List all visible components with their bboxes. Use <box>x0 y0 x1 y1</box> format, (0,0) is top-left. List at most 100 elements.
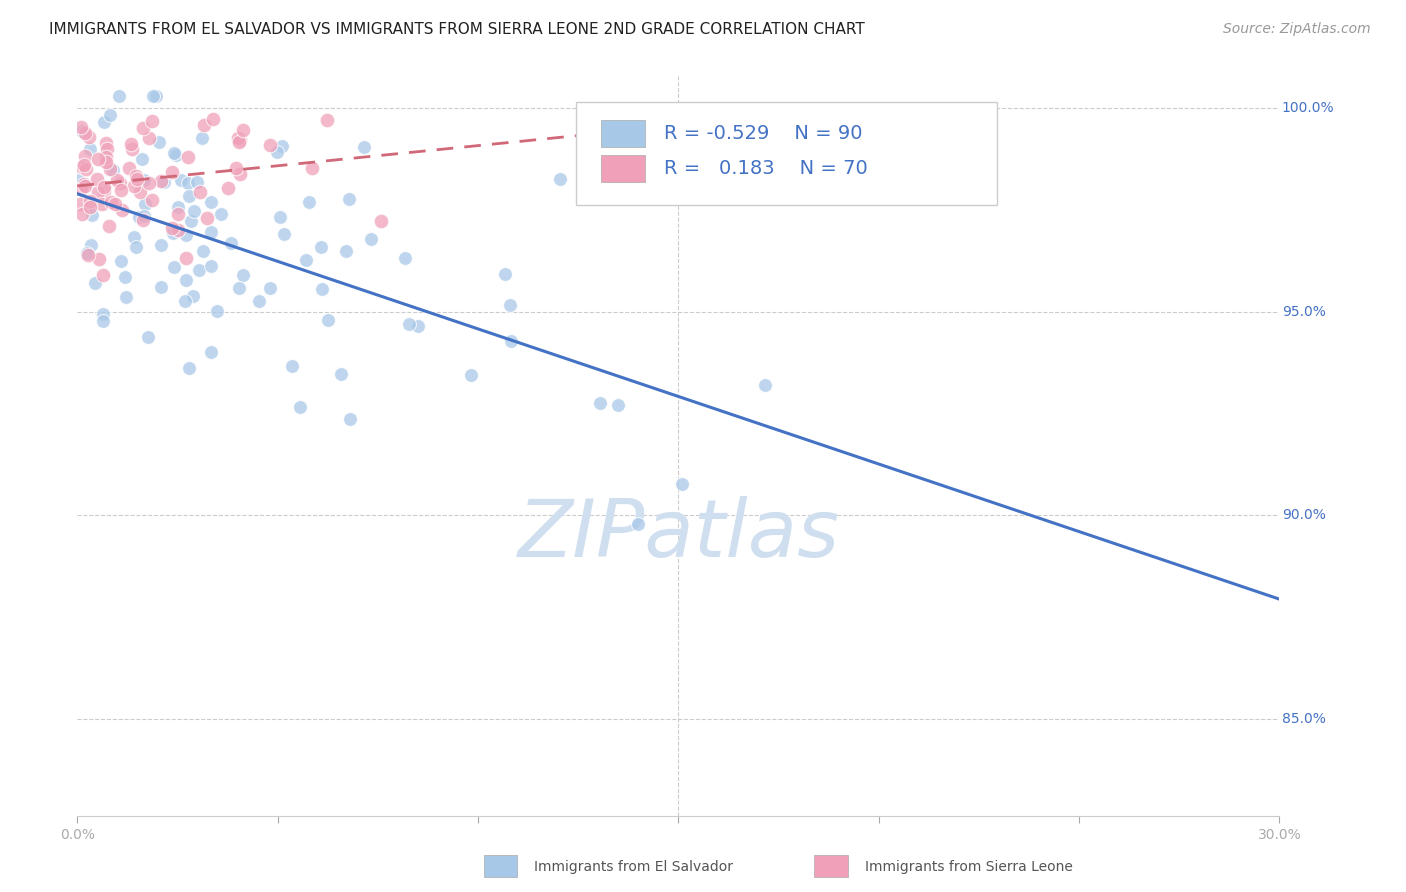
Point <box>105 173 128 187</box>
Point <box>93 184 115 198</box>
Point <box>87 185 110 199</box>
Point <box>76 246 98 260</box>
Point <box>108 176 131 190</box>
Point <box>132 212 155 227</box>
Point <box>93 114 115 128</box>
Point <box>125 172 148 186</box>
Point <box>548 172 571 186</box>
Point <box>103 163 125 178</box>
Point <box>131 152 153 166</box>
Point <box>91 196 114 211</box>
FancyBboxPatch shape <box>602 120 645 147</box>
Point <box>70 161 93 175</box>
Point <box>136 330 159 344</box>
Point <box>180 213 202 227</box>
Point <box>70 124 93 138</box>
Point <box>360 232 382 246</box>
Point <box>121 142 143 156</box>
Point <box>138 131 160 145</box>
Point <box>73 177 96 191</box>
Point <box>167 223 190 237</box>
Point <box>163 145 186 160</box>
Point <box>98 108 121 122</box>
Text: ZIPatlas: ZIPatlas <box>517 496 839 574</box>
Point <box>141 194 163 208</box>
Point <box>273 227 295 241</box>
Point <box>179 361 201 376</box>
Point <box>271 138 294 153</box>
Point <box>186 175 208 189</box>
Point <box>339 411 361 425</box>
Point <box>394 252 416 266</box>
Point <box>301 161 323 175</box>
Point <box>494 267 516 281</box>
Point <box>91 307 114 321</box>
Point <box>70 120 93 134</box>
Point <box>259 280 281 294</box>
Point <box>589 396 612 410</box>
Point <box>177 176 200 190</box>
Point <box>499 334 522 348</box>
Point <box>73 158 96 172</box>
Point <box>93 179 115 194</box>
Point <box>129 185 152 199</box>
FancyBboxPatch shape <box>576 102 997 205</box>
Point <box>124 240 146 254</box>
Point <box>219 236 242 251</box>
Point <box>76 248 98 262</box>
Point <box>754 378 776 392</box>
Text: R =   0.183    N = 70: R = 0.183 N = 70 <box>664 159 868 178</box>
Point <box>398 317 420 331</box>
Point <box>83 277 105 291</box>
Point <box>75 149 97 163</box>
Point <box>132 172 155 186</box>
Point <box>315 112 337 127</box>
Point <box>188 263 211 277</box>
Point <box>217 181 239 195</box>
Point <box>200 225 222 239</box>
Point <box>98 219 121 233</box>
Point <box>200 260 222 274</box>
Point <box>309 240 332 254</box>
Point <box>132 121 155 136</box>
Point <box>269 210 291 224</box>
Point <box>266 145 288 159</box>
Point <box>174 251 197 265</box>
Point <box>353 140 375 154</box>
Point <box>120 136 142 151</box>
Point <box>370 214 392 228</box>
Point <box>128 210 150 224</box>
Point <box>110 183 132 197</box>
Point <box>86 172 108 186</box>
Point <box>69 181 91 195</box>
Point <box>75 178 97 193</box>
Point <box>70 207 93 221</box>
Point <box>165 147 187 161</box>
Point <box>209 206 232 220</box>
Point <box>80 238 103 252</box>
Point <box>188 186 211 200</box>
Point <box>107 89 129 103</box>
Text: Source: ZipAtlas.com: Source: ZipAtlas.com <box>1223 22 1371 37</box>
Point <box>145 89 167 103</box>
Text: 90.0%: 90.0% <box>1282 508 1326 522</box>
Point <box>406 318 429 333</box>
Point <box>335 244 357 258</box>
Point <box>177 188 200 202</box>
Text: 85.0%: 85.0% <box>1282 712 1326 725</box>
Point <box>225 161 247 175</box>
Point <box>288 400 311 414</box>
Point <box>66 173 89 187</box>
Point <box>228 281 250 295</box>
Point <box>111 202 134 217</box>
Point <box>77 130 100 145</box>
Point <box>201 112 224 126</box>
Text: 100.0%: 100.0% <box>1282 102 1334 115</box>
Point <box>134 197 156 211</box>
Point <box>79 142 101 156</box>
Point <box>247 293 270 308</box>
Point <box>149 174 172 188</box>
Text: Immigrants from Sierra Leone: Immigrants from Sierra Leone <box>865 860 1073 874</box>
Point <box>122 178 145 193</box>
Point <box>177 150 200 164</box>
